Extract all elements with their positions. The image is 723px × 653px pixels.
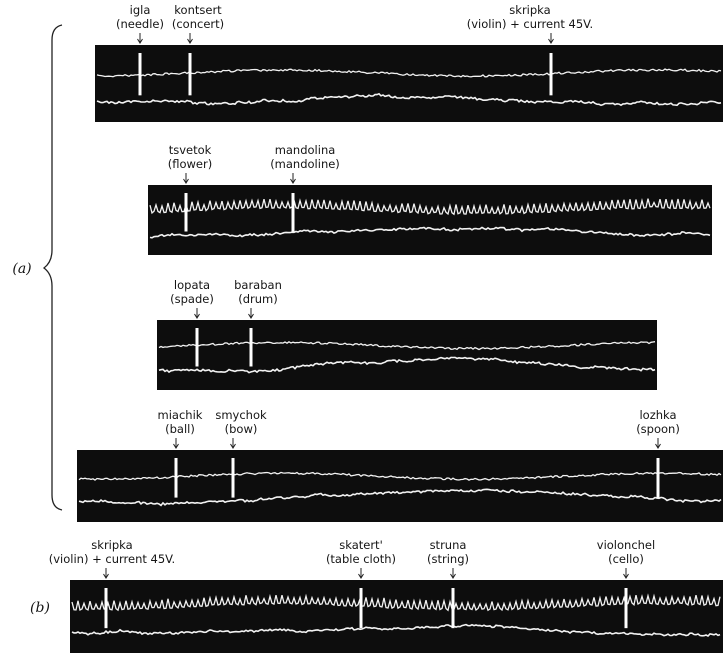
arrow-head <box>187 38 193 44</box>
marker-gloss: (ball) <box>165 422 195 436</box>
stimulus-mark <box>104 588 108 629</box>
marker-word: baraban <box>234 278 282 292</box>
stimulus-mark <box>188 53 192 96</box>
marker-word: struna <box>430 538 467 552</box>
trace <box>96 68 722 78</box>
marker-word: lozhka <box>639 408 676 422</box>
stimulus-mark <box>184 193 188 232</box>
marker-word: smychok <box>215 408 267 422</box>
stimulus-mark <box>138 53 142 96</box>
marker-word: miachik <box>158 408 203 422</box>
brace <box>42 24 63 511</box>
trace <box>149 226 711 239</box>
marker-word: igla <box>130 3 151 17</box>
panel-label: (b) <box>30 600 50 616</box>
trace <box>71 593 721 612</box>
trace <box>96 92 722 107</box>
marker-gloss: (cello) <box>608 552 644 566</box>
trace <box>78 471 722 481</box>
arrow-head <box>450 573 456 579</box>
arrow-head <box>103 573 109 579</box>
marker-word: skripka <box>509 3 550 17</box>
recording-strip <box>77 450 723 522</box>
marker-gloss: (mandoline) <box>270 157 340 171</box>
marker-gloss: (table cloth) <box>326 552 396 566</box>
marker-word: lopata <box>174 278 210 292</box>
recording-strip <box>157 320 657 390</box>
arrow-head <box>623 573 629 579</box>
marker-gloss: (violin) + current 45V. <box>467 17 593 31</box>
marker-gloss: (bow) <box>225 422 258 436</box>
marker-word: skripka <box>91 538 132 552</box>
stimulus-mark <box>624 588 628 629</box>
stimulus-mark <box>549 53 553 96</box>
marker-word: violonchel <box>597 538 655 552</box>
arrow-head <box>230 443 236 449</box>
arrow-head <box>173 443 179 449</box>
panel-label: (a) <box>12 261 31 277</box>
trace <box>71 623 721 637</box>
marker-word: mandolina <box>275 143 336 157</box>
marker-word: tsvetok <box>169 143 212 157</box>
arrow-head <box>548 38 554 44</box>
marker-gloss: (flower) <box>168 157 212 171</box>
marker-gloss: (spade) <box>170 292 214 306</box>
marker-gloss: (violin) + current 45V. <box>49 552 175 566</box>
stimulus-mark <box>249 328 253 367</box>
marker-gloss: (drum) <box>238 292 278 306</box>
marker-gloss: (needle) <box>116 17 164 31</box>
marker-gloss: (concert) <box>172 17 224 31</box>
trace <box>149 197 711 216</box>
arrow-head <box>358 573 364 579</box>
arrow-head <box>137 38 143 44</box>
stimulus-mark <box>359 588 363 629</box>
arrow-head <box>194 313 200 319</box>
trace <box>158 341 656 351</box>
trace <box>158 356 656 374</box>
recording-strip <box>70 580 723 653</box>
recording-strip <box>95 45 723 122</box>
stimulus-mark <box>656 458 660 498</box>
stimulus-mark <box>231 458 235 498</box>
marker-word: kontsert <box>174 3 222 17</box>
marker-word: skatert' <box>339 538 382 552</box>
stimulus-mark <box>291 193 295 232</box>
marker-gloss: (spoon) <box>636 422 680 436</box>
stimulus-mark <box>451 588 455 629</box>
trace <box>78 488 722 507</box>
stimulus-mark <box>174 458 178 498</box>
marker-gloss: (string) <box>427 552 469 566</box>
arrow-head <box>183 178 189 184</box>
stimulus-mark <box>195 328 199 367</box>
recording-strip <box>148 185 712 255</box>
arrow-head <box>248 313 254 319</box>
arrow-head <box>655 443 661 449</box>
arrow-head <box>290 178 296 184</box>
